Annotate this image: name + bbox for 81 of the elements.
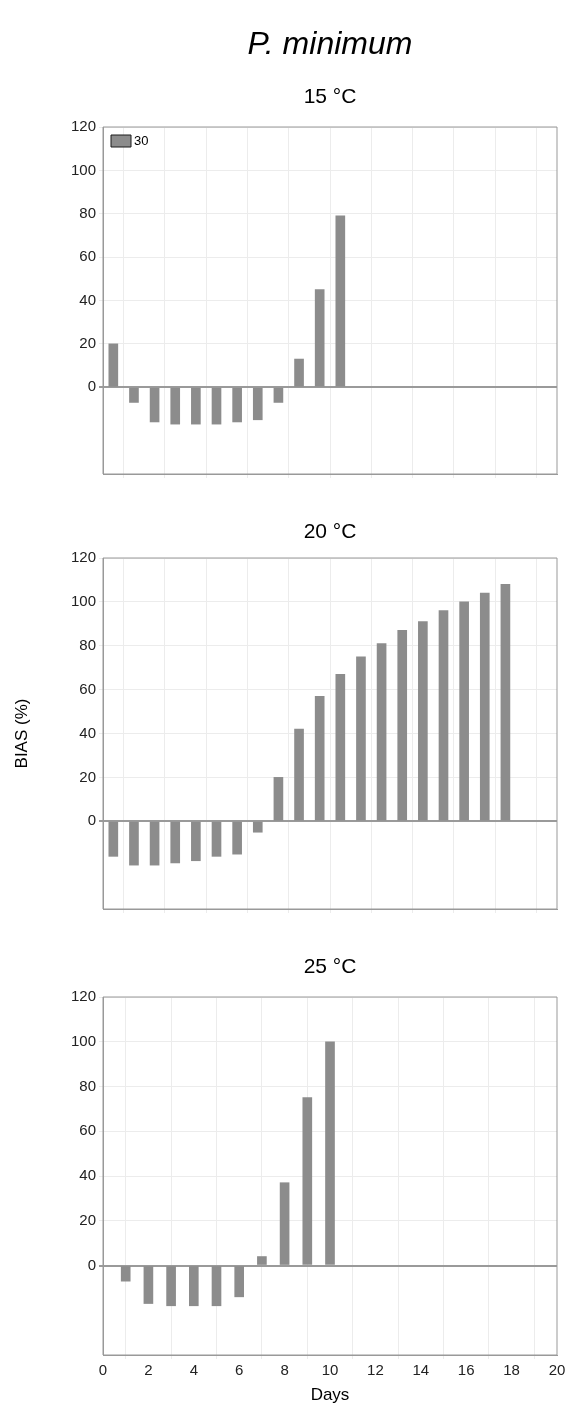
y-tick-label: 20 bbox=[79, 334, 96, 352]
bar bbox=[143, 1266, 154, 1304]
bar bbox=[500, 584, 511, 821]
x-tick-label: 10 bbox=[321, 1361, 339, 1379]
chart-subtitle: 15 °C bbox=[303, 83, 357, 107]
y-tick-label: 60 bbox=[79, 247, 96, 265]
y-tick-label: 80 bbox=[79, 635, 96, 653]
y-tick-label: 120 bbox=[70, 117, 96, 135]
bar bbox=[108, 821, 119, 857]
x-tick-label: 8 bbox=[280, 1361, 289, 1379]
bar bbox=[397, 630, 408, 821]
bar bbox=[211, 1266, 222, 1307]
y-tick-label: 100 bbox=[70, 160, 96, 178]
y-tick-label: 60 bbox=[79, 679, 96, 697]
y-tick-label: 40 bbox=[79, 290, 96, 308]
bar bbox=[302, 1097, 313, 1265]
bar bbox=[232, 387, 242, 423]
y-tick-label: 40 bbox=[79, 723, 96, 741]
x-axis-title: Days bbox=[310, 1385, 350, 1405]
bar bbox=[335, 215, 346, 387]
y-tick-label: 100 bbox=[70, 1031, 96, 1049]
bar bbox=[279, 1182, 290, 1265]
y-tick-label: 60 bbox=[79, 1121, 96, 1139]
bar bbox=[211, 821, 222, 857]
chart-title: P. minimum bbox=[247, 24, 413, 61]
y-tick-label: 80 bbox=[79, 1076, 96, 1094]
x-tick-label: 4 bbox=[189, 1361, 198, 1379]
x-tick-label: 14 bbox=[412, 1361, 430, 1379]
bar bbox=[120, 1266, 131, 1282]
bar bbox=[376, 643, 387, 821]
bar bbox=[108, 343, 119, 387]
bar bbox=[149, 821, 160, 866]
legend-label: 30 bbox=[134, 132, 149, 148]
y-tick-label: 20 bbox=[79, 1210, 96, 1228]
bar bbox=[166, 1266, 176, 1307]
y-tick-label: 0 bbox=[87, 1255, 96, 1273]
x-tick-label: 0 bbox=[98, 1361, 108, 1379]
chart-subtitle: 25 °C bbox=[303, 953, 357, 977]
y-axis-title: BIAS (%) bbox=[11, 698, 31, 769]
y-tick-label: 0 bbox=[87, 377, 96, 395]
y-tick-label: 40 bbox=[79, 1166, 96, 1184]
bar bbox=[191, 387, 201, 425]
bar bbox=[211, 387, 222, 425]
x-tick-label: 6 bbox=[235, 1361, 244, 1379]
bar bbox=[335, 673, 346, 821]
bar bbox=[294, 358, 304, 387]
bar bbox=[188, 1266, 199, 1307]
bar bbox=[257, 1256, 267, 1265]
bar bbox=[325, 1041, 335, 1265]
y-tick-label: 20 bbox=[79, 767, 96, 785]
y-tick-label: 120 bbox=[70, 987, 96, 1005]
bar bbox=[479, 592, 490, 821]
bar bbox=[459, 601, 469, 821]
bar bbox=[170, 821, 181, 864]
y-tick-label: 80 bbox=[79, 203, 96, 221]
bar bbox=[418, 621, 428, 821]
bar bbox=[314, 289, 325, 387]
x-tick-label: 20 bbox=[548, 1361, 566, 1379]
bar bbox=[234, 1266, 245, 1298]
y-tick-label: 0 bbox=[87, 811, 96, 829]
bar bbox=[170, 387, 181, 425]
x-tick-label: 16 bbox=[457, 1361, 475, 1379]
bar bbox=[129, 387, 139, 403]
x-tick-label: 18 bbox=[503, 1361, 520, 1379]
y-tick-label: 100 bbox=[70, 592, 96, 610]
bar bbox=[252, 821, 263, 833]
bar bbox=[438, 610, 449, 821]
bar bbox=[232, 821, 242, 855]
bar bbox=[273, 387, 284, 403]
bar bbox=[273, 777, 284, 821]
bar bbox=[252, 387, 263, 421]
y-tick-label: 120 bbox=[70, 548, 96, 566]
bar bbox=[314, 695, 325, 821]
bar bbox=[129, 821, 139, 866]
bar bbox=[356, 656, 366, 821]
bar bbox=[149, 387, 160, 423]
bar bbox=[191, 821, 201, 862]
chart-subtitle: 20 °C bbox=[303, 518, 357, 542]
bar bbox=[294, 728, 304, 821]
x-tick-label: 2 bbox=[144, 1361, 153, 1379]
x-tick-label: 12 bbox=[367, 1361, 384, 1379]
